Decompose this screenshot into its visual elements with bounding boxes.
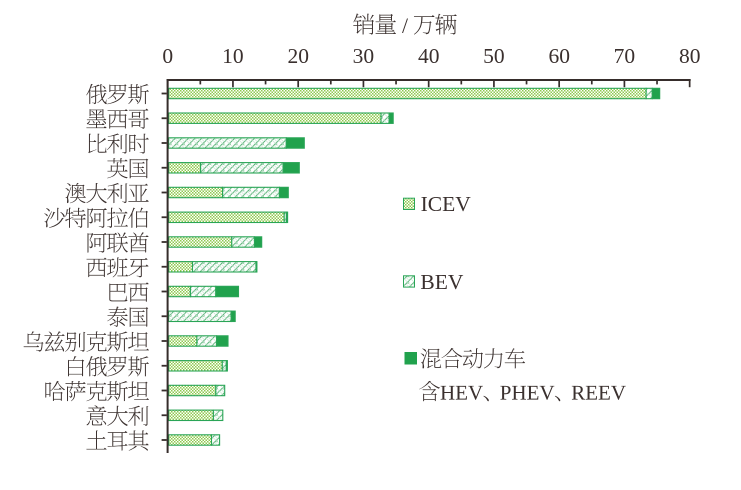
- svg-text:ICEV: ICEV: [421, 192, 472, 216]
- svg-text:BEV: BEV: [420, 270, 463, 294]
- svg-text:40: 40: [418, 44, 440, 68]
- svg-text:70: 70: [614, 44, 636, 68]
- svg-text:50: 50: [483, 44, 505, 68]
- svg-text:60: 60: [548, 44, 570, 68]
- svg-text:30: 30: [353, 44, 375, 68]
- svg-text:10: 10: [222, 44, 244, 68]
- svg-text:0: 0: [162, 44, 173, 68]
- svg-text:20: 20: [287, 44, 309, 68]
- svg-text:80: 80: [679, 44, 701, 68]
